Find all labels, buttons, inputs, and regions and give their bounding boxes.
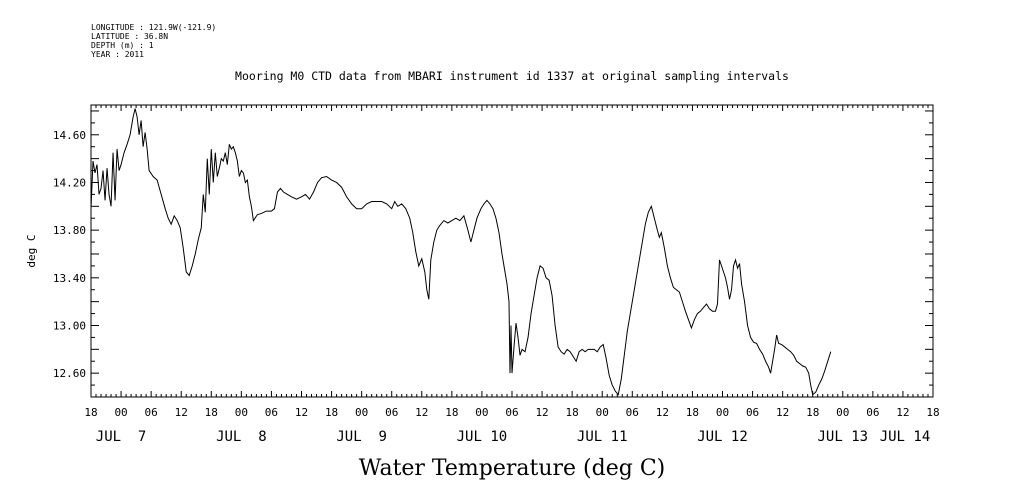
x-tick-label: 06 — [385, 406, 398, 419]
x-tick-label: 12 — [535, 406, 548, 419]
x-tick-label: 00 — [716, 406, 729, 419]
x-tick-label: 18 — [445, 406, 458, 419]
header-depth: DEPTH (m) : 1 — [91, 41, 154, 50]
x-tick-label: 12 — [175, 406, 188, 419]
x-tick-label: 18 — [686, 406, 699, 419]
x-tick-label: 00 — [235, 406, 248, 419]
series-line-water-temperature — [90, 108, 832, 396]
x-tick-label: 12 — [896, 406, 909, 419]
x-tick-label: 18 — [325, 406, 338, 419]
x-tick-label: 06 — [265, 406, 278, 419]
x-tick-label: 06 — [626, 406, 639, 419]
x-tick-label: 06 — [505, 406, 518, 419]
y-tick-label: 12.60 — [53, 367, 86, 380]
x-day-label: JUL 12 — [697, 429, 748, 445]
x-tick-label: 18 — [566, 406, 579, 419]
header-year: YEAR : 2011 — [91, 50, 144, 59]
x-tick-label: 00 — [596, 406, 609, 419]
x-tick-label: 12 — [776, 406, 789, 419]
axis-ticks — [90, 105, 934, 397]
y-axis-label: deg C — [25, 234, 38, 267]
chart-title: Mooring M0 CTD data from MBARI instrumen… — [235, 69, 789, 83]
x-tick-label: 06 — [866, 406, 879, 419]
x-tick-label: 00 — [114, 406, 127, 419]
x-day-label: JUL 7 — [96, 429, 147, 445]
x-tick-label: 00 — [836, 406, 849, 419]
x-day-label: JUL 14 — [880, 429, 931, 445]
x-day-labels: JUL 7 JUL 8 JUL 9 JUL 10 JUL 11 JUL 12 JUL 13 J… — [96, 429, 931, 445]
y-tick-label: 13.80 — [53, 224, 86, 237]
x-tick-label: 12 — [415, 406, 428, 419]
y-tick-label: 14.60 — [53, 129, 86, 142]
x-tick-label: 12 — [295, 406, 308, 419]
x-day-label: JUL 9 — [336, 429, 387, 445]
header-info: LONGITUDE : 121.9W(-121.9) LATITUDE : 36… — [91, 23, 216, 59]
header-latitude: LATITUDE : 36.8N — [91, 32, 168, 41]
x-tick-label: 18 — [926, 406, 939, 419]
x-tick-label: 00 — [475, 406, 488, 419]
x-axis-label: Water Temperature (deg C) — [359, 456, 666, 481]
x-tick-label: 00 — [355, 406, 368, 419]
y-tick-label: 13.00 — [53, 319, 86, 332]
x-hour-labels: 18 00 06 12 18 00 06 12 18 00 06 12 18 00 06 12 18 00 06 12… — [84, 406, 939, 419]
x-tick-label: 06 — [746, 406, 759, 419]
x-tick-label: 18 — [205, 406, 218, 419]
y-tick-labels: 12.60 13.00 13.40 13.80 14.20 14.60 — [53, 129, 86, 380]
x-day-label: JUL 10 — [457, 429, 508, 445]
x-day-label: JUL 11 — [577, 429, 628, 445]
x-day-label: JUL 13 — [817, 429, 868, 445]
x-tick-label: 06 — [145, 406, 158, 419]
x-tick-label: 18 — [806, 406, 819, 419]
x-tick-label: 18 — [84, 406, 97, 419]
x-tick-label: 12 — [656, 406, 669, 419]
header-longitude: LONGITUDE : 121.9W(-121.9) — [91, 23, 216, 32]
x-day-label: JUL 8 — [216, 429, 267, 445]
y-tick-label: 14.20 — [53, 176, 86, 189]
y-tick-label: 13.40 — [53, 272, 86, 285]
